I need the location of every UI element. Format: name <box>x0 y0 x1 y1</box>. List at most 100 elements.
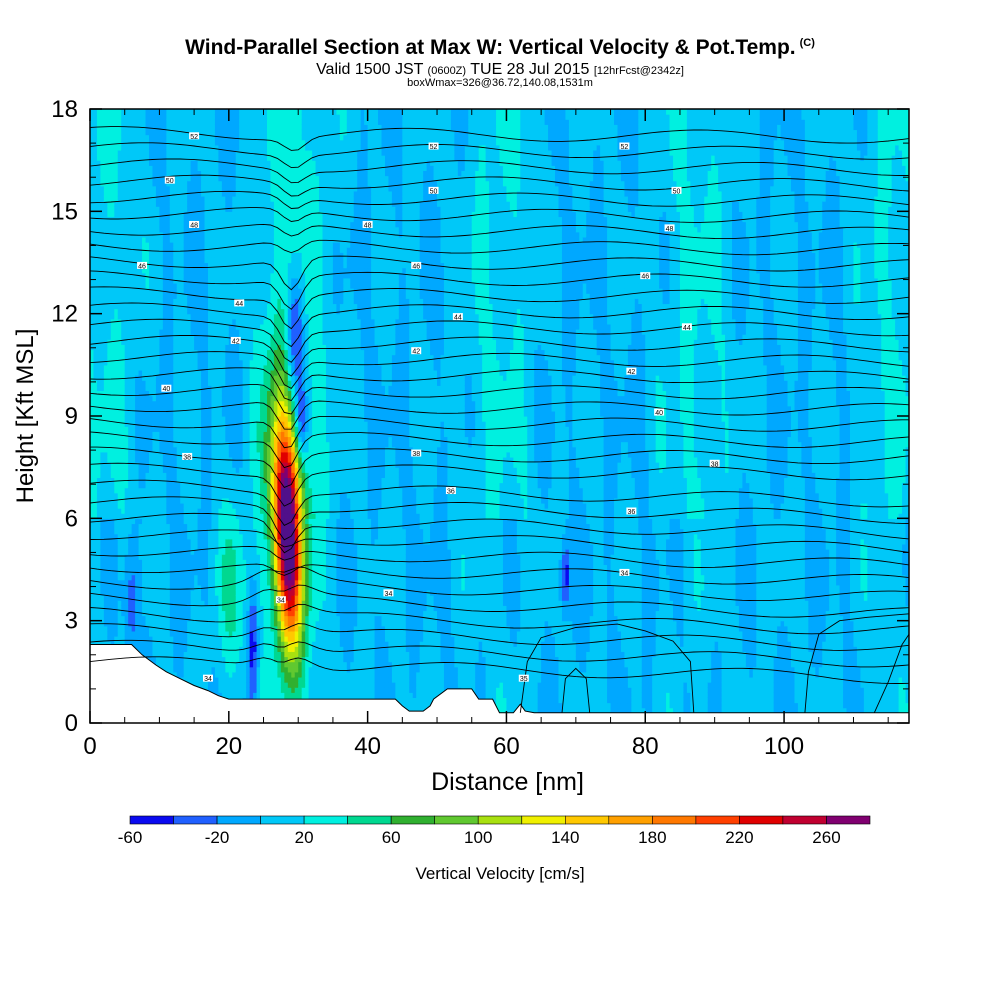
w-cell <box>176 349 181 356</box>
w-cell <box>211 354 216 361</box>
w-cell <box>228 651 233 658</box>
w-cell <box>225 477 230 484</box>
w-cell <box>194 554 199 560</box>
w-cell <box>176 584 181 591</box>
w-cell <box>121 109 126 115</box>
w-cell <box>96 533 102 540</box>
w-cell <box>228 451 233 458</box>
w-cell <box>187 426 192 432</box>
w-cell <box>211 288 216 294</box>
w-cell <box>204 267 209 274</box>
w-cell <box>124 456 129 463</box>
w-cell <box>149 155 154 161</box>
w-cell <box>121 390 126 397</box>
w-cell <box>232 513 237 519</box>
w-cell <box>225 206 230 212</box>
w-cell <box>121 216 126 223</box>
w-cell <box>169 160 174 166</box>
w-cell <box>152 129 157 136</box>
w-cell <box>166 482 171 489</box>
w-cell <box>159 589 164 596</box>
w-cell <box>149 441 154 448</box>
w-cell <box>169 605 174 612</box>
w-cell <box>107 441 112 448</box>
w-cell <box>117 354 122 361</box>
w-cell <box>128 170 133 177</box>
w-cell <box>207 625 213 632</box>
w-cell <box>96 339 102 345</box>
w-cell <box>110 149 115 156</box>
w-cell <box>90 472 95 478</box>
w-cell <box>131 180 136 187</box>
w-cell <box>103 334 108 340</box>
w-cell <box>221 231 226 238</box>
w-cell <box>173 502 178 509</box>
w-cell <box>166 114 171 120</box>
w-cell <box>90 303 95 310</box>
w-cell <box>138 528 143 535</box>
w-cell <box>197 574 202 581</box>
chart-title: Wind-Parallel Section at Max W: Vertical… <box>0 36 1000 60</box>
w-cell <box>190 185 195 192</box>
w-cell <box>135 242 140 248</box>
w-cell <box>93 554 98 560</box>
w-cell <box>232 620 237 627</box>
w-cell <box>187 277 192 284</box>
w-cell <box>121 134 126 141</box>
w-cell <box>187 257 192 264</box>
w-cell <box>128 185 133 192</box>
w-cell <box>173 559 178 565</box>
w-cell <box>114 267 119 274</box>
w-cell <box>121 564 126 571</box>
w-cell <box>149 502 154 509</box>
w-cell <box>155 267 161 274</box>
w-cell <box>93 206 98 212</box>
w-cell <box>114 605 119 612</box>
w-cell <box>93 456 98 463</box>
w-cell <box>204 564 209 571</box>
w-cell <box>194 513 199 519</box>
w-cell <box>180 119 185 125</box>
w-cell <box>107 467 112 473</box>
w-cell <box>173 298 178 305</box>
w-cell <box>96 472 102 478</box>
w-cell <box>180 589 185 596</box>
w-cell <box>138 589 143 596</box>
w-cell <box>103 247 108 253</box>
w-cell <box>96 349 102 356</box>
w-cell <box>194 119 199 125</box>
w-cell <box>207 231 213 238</box>
w-cell <box>166 651 171 658</box>
w-cell <box>214 124 219 131</box>
w-cell <box>173 574 178 581</box>
w-cell <box>221 175 226 182</box>
w-cell <box>169 247 174 253</box>
w-cell <box>166 543 171 550</box>
w-cell <box>107 482 112 489</box>
w-cell <box>103 236 108 243</box>
w-cell <box>145 533 150 540</box>
w-cell <box>100 625 105 632</box>
w-cell <box>176 492 181 499</box>
w-cell <box>138 400 143 407</box>
w-cell <box>173 416 178 422</box>
w-cell <box>149 554 154 560</box>
w-cell <box>145 349 150 356</box>
w-cell <box>197 636 202 642</box>
w-cell <box>218 528 223 535</box>
w-cell <box>103 400 108 407</box>
w-cell <box>96 462 102 468</box>
w-cell <box>159 109 164 115</box>
w-cell <box>100 410 105 417</box>
w-cell <box>100 497 105 504</box>
w-cell <box>145 339 150 345</box>
w-cell <box>173 625 178 632</box>
w-cell <box>103 308 108 315</box>
w-cell <box>197 313 202 320</box>
w-cell <box>221 354 226 361</box>
w-cell <box>162 543 167 550</box>
w-cell <box>228 671 233 678</box>
w-cell <box>166 579 171 586</box>
w-cell <box>124 595 129 601</box>
w-cell <box>124 119 129 125</box>
